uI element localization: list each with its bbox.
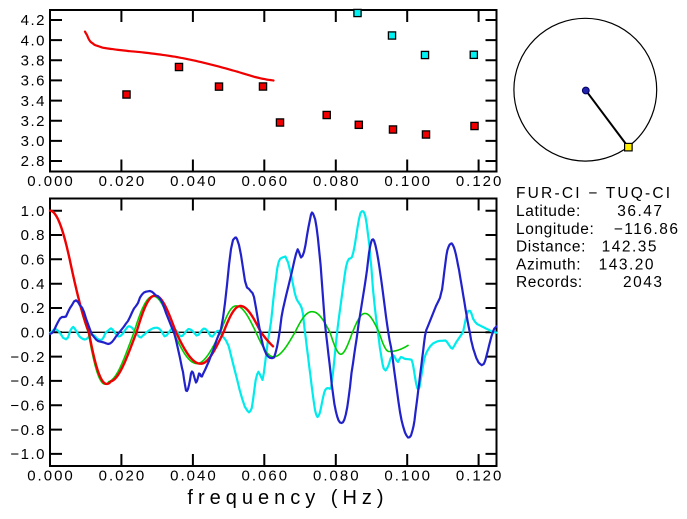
svg-text:0.020: 0.020 <box>99 468 147 485</box>
svg-text:2043: 2043 <box>623 274 663 291</box>
svg-text:−1.0: −1.0 <box>10 446 46 463</box>
svg-text:0.2: 0.2 <box>21 300 46 317</box>
svg-text:0.040: 0.040 <box>170 173 218 190</box>
svg-text:FUR-CI − TUQ-CI: FUR-CI − TUQ-CI <box>516 185 672 202</box>
svg-text:0.8: 0.8 <box>21 227 46 244</box>
svg-text:0.0: 0.0 <box>21 325 46 342</box>
svg-text:0.000: 0.000 <box>27 468 75 485</box>
svg-text:−0.4: −0.4 <box>10 373 46 390</box>
svg-text:0.100: 0.100 <box>384 173 432 190</box>
svg-text:0.080: 0.080 <box>313 468 361 485</box>
svg-text:0.120: 0.120 <box>456 173 504 190</box>
svg-text:Latitude:: Latitude: <box>516 203 581 220</box>
svg-text:3.6: 3.6 <box>21 73 46 90</box>
svg-text:−0.2: −0.2 <box>10 349 46 366</box>
svg-text:0.100: 0.100 <box>384 468 432 485</box>
svg-text:Longitude:: Longitude: <box>516 221 594 238</box>
svg-text:0.6: 0.6 <box>21 252 46 269</box>
svg-text:2.8: 2.8 <box>21 153 46 170</box>
svg-text:3.0: 3.0 <box>21 133 46 150</box>
svg-text:−116.86: −116.86 <box>614 221 680 238</box>
svg-text:143.20: 143.20 <box>599 256 655 273</box>
svg-text:frequency (Hz): frequency (Hz) <box>187 487 388 509</box>
svg-text:0.060: 0.060 <box>242 468 290 485</box>
svg-text:Azimuth:: Azimuth: <box>516 256 581 273</box>
svg-text:4.2: 4.2 <box>21 12 46 29</box>
svg-text:−0.8: −0.8 <box>10 422 46 439</box>
svg-text:3.8: 3.8 <box>21 53 46 70</box>
svg-text:3.4: 3.4 <box>21 93 46 110</box>
svg-text:Records:: Records: <box>516 274 583 291</box>
svg-text:Distance:: Distance: <box>516 239 586 256</box>
svg-text:1.0: 1.0 <box>21 203 46 220</box>
svg-text:0.060: 0.060 <box>242 173 290 190</box>
svg-text:−0.6: −0.6 <box>10 398 46 415</box>
svg-text:0.000: 0.000 <box>27 173 75 190</box>
svg-text:36.47: 36.47 <box>617 203 663 220</box>
svg-text:4.0: 4.0 <box>21 32 46 49</box>
svg-text:142.35: 142.35 <box>602 239 658 256</box>
svg-text:0.4: 0.4 <box>21 276 46 293</box>
svg-text:0.120: 0.120 <box>456 468 504 485</box>
svg-text:0.020: 0.020 <box>99 173 147 190</box>
svg-text:3.2: 3.2 <box>21 113 46 130</box>
svg-text:0.040: 0.040 <box>170 468 218 485</box>
svg-text:0.080: 0.080 <box>313 173 361 190</box>
